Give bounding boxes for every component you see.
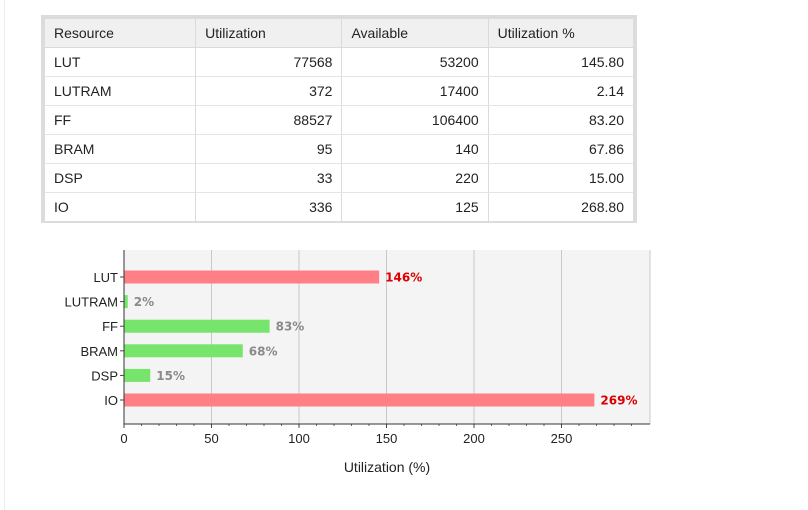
data-label: 269%	[600, 394, 637, 408]
table-row[interactable]: LUTRAM 372 17400 2.14	[45, 76, 633, 106]
cell-resource: LUT	[45, 47, 197, 77]
cell-resource: LUTRAM	[45, 76, 197, 106]
category-label: DSP	[91, 368, 118, 383]
bars: 146% 2% 83% 68% 15% 269%	[124, 270, 637, 408]
category-label: LUT	[93, 270, 118, 285]
data-label: 83%	[276, 320, 305, 334]
table-header-row: Resource Utilization Available Utilizati…	[45, 19, 633, 48]
cell-utilization-percent: 2.14	[488, 76, 633, 106]
cell-utilization: 95	[195, 134, 343, 164]
cell-utilization: 33	[195, 163, 343, 193]
data-label: 15%	[156, 369, 185, 383]
utilization-table: Resource Utilization Available Utilizati…	[45, 19, 633, 221]
axes: 0 50 100 150 200 250 LUT LUTRAM FF BRAM DSP IO	[65, 250, 650, 446]
cell-utilization-percent: 67.86	[488, 134, 633, 164]
table-row[interactable]: FF 88527 106400 83.20	[45, 105, 633, 135]
cell-utilization: 88527	[195, 105, 343, 135]
table-row[interactable]: IO 336 125 268.80	[45, 192, 633, 221]
bar-lut[interactable]	[124, 270, 380, 284]
table-row[interactable]: LUT 77568 53200 145.80	[45, 47, 633, 77]
table-row[interactable]: DSP 33 220 15.00	[45, 163, 633, 193]
category-label: FF	[102, 319, 118, 334]
x-tick-label: 50	[204, 431, 218, 446]
x-tick-label: 200	[463, 431, 485, 446]
x-tick-label: 150	[376, 431, 398, 446]
cell-utilization-percent: 268.80	[581, 199, 624, 215]
x-axis-title: Utilization (%)	[344, 459, 430, 475]
column-header-available[interactable]: Available	[341, 19, 489, 48]
cell-utilization: 336	[195, 192, 343, 221]
cell-available: 17400	[341, 76, 489, 106]
column-header-utilization-percent[interactable]: Utilization %	[488, 19, 633, 48]
cell-utilization-percent: 145.80	[488, 47, 633, 77]
x-tick-label: 0	[120, 431, 127, 446]
left-divider	[4, 0, 5, 510]
x-tick-label: 100	[288, 431, 310, 446]
category-label: IO	[104, 393, 118, 408]
bar-ff[interactable]	[124, 319, 270, 333]
column-header-utilization[interactable]: Utilization	[195, 19, 343, 48]
bar-lutram[interactable]	[124, 295, 128, 309]
utilization-table-panel: Resource Utilization Available Utilizati…	[41, 15, 637, 223]
bar-dsp[interactable]	[124, 368, 151, 382]
category-label: BRAM	[80, 344, 118, 359]
cell-available: 106400	[341, 105, 489, 135]
x-tick-label: 250	[551, 431, 573, 446]
cell-utilization: 77568	[195, 47, 343, 77]
data-label: 146%	[385, 271, 422, 285]
bar-io[interactable]	[124, 393, 595, 407]
cell-available: 125	[341, 192, 489, 221]
bar-bram[interactable]	[124, 344, 243, 358]
cell-utilization: 372	[195, 76, 343, 106]
cell-available: 140	[341, 134, 489, 164]
cell-resource: IO	[45, 192, 197, 221]
cell-resource: FF	[45, 105, 197, 135]
cell-resource: DSP	[45, 163, 197, 193]
column-header-resource[interactable]: Resource	[45, 19, 197, 48]
data-label: 68%	[249, 344, 278, 358]
data-label: 2%	[134, 295, 154, 309]
cell-resource: BRAM	[45, 134, 197, 164]
table-row[interactable]: BRAM 95 140 67.86	[45, 134, 633, 164]
cell-available: 53200	[341, 47, 489, 77]
cell-available: 220	[341, 163, 489, 193]
category-label: LUTRAM	[65, 295, 118, 310]
cell-utilization-percent: 83.20	[488, 105, 633, 135]
cell-utilization-percent: 15.00	[488, 163, 633, 193]
